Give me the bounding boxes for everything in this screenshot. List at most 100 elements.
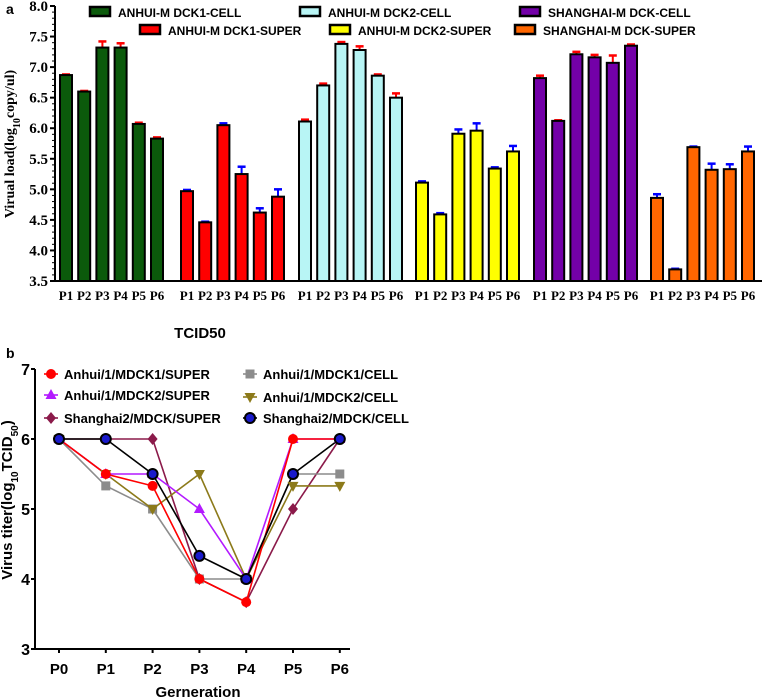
x-tick-label: P3 xyxy=(190,661,208,678)
y-tick-label: 4 xyxy=(21,572,30,589)
marker-square xyxy=(101,481,111,491)
marker-diamond xyxy=(147,433,158,445)
legend-label: Anhui/1/MDCK1/SUPER xyxy=(64,367,211,382)
x-tick-label: P1 xyxy=(97,661,115,678)
x-tick-label: P5 xyxy=(488,288,503,303)
bar xyxy=(95,46,110,282)
bar xyxy=(551,119,566,282)
marker-square xyxy=(335,469,345,479)
bar xyxy=(741,150,755,282)
legend-label: Anhui/1/MDCK1/CELL xyxy=(263,367,398,382)
bar xyxy=(587,56,602,283)
line-chart-title: TCID50 xyxy=(174,325,226,342)
marker-circle xyxy=(240,573,253,585)
y-label-part: copy/ul) xyxy=(3,69,18,118)
x-tick-label: P3 xyxy=(686,288,701,303)
y-tick-label: 3 xyxy=(21,642,30,659)
y-label-part: Virual load(log xyxy=(3,128,18,218)
legend-label: SHANGHAI-M DCK-CELL xyxy=(548,6,691,20)
bar xyxy=(113,46,128,282)
bar xyxy=(150,137,164,282)
x-tick-label: P6 xyxy=(624,288,639,303)
marker-triangle-down xyxy=(287,481,299,492)
legend-label: ANHUI-M DCK1-CELL xyxy=(118,6,241,20)
x-tick-label: P5 xyxy=(132,288,147,303)
x-tick-label: P5 xyxy=(253,288,268,303)
x-tick-label: P4 xyxy=(587,288,602,303)
y-tick-label: 5.0 xyxy=(29,182,48,198)
marker-circle xyxy=(193,549,206,562)
x-tick-label: P3 xyxy=(95,288,110,303)
x-tick-label: P4 xyxy=(234,288,249,303)
y-tick-label: 7.0 xyxy=(29,60,48,76)
marker-circle xyxy=(147,480,158,491)
marker-circle xyxy=(46,369,56,379)
bar xyxy=(180,190,194,283)
marker-circle xyxy=(288,434,298,444)
bar xyxy=(216,124,231,282)
x-tick-label: P5 xyxy=(723,288,738,303)
bar xyxy=(334,42,349,283)
legend-label: Shanghai2/MDCK/CELL xyxy=(263,411,409,426)
marker-diamond xyxy=(288,503,298,515)
x-tick-label: P3 xyxy=(334,288,349,303)
x-tick-label: P2 xyxy=(433,288,447,303)
marker-triangle-down xyxy=(334,481,346,492)
x-tick-label: P4 xyxy=(113,288,128,303)
legend-label: ANHUI-M DCK2-SUPER xyxy=(358,24,492,38)
y-tick-label: 4.0 xyxy=(29,243,48,259)
marker-square xyxy=(245,369,255,379)
panel-label-a: a xyxy=(6,1,14,17)
marker-circle xyxy=(53,433,65,445)
x-tick-label: P6 xyxy=(150,288,165,303)
marker-triangle-up xyxy=(45,389,57,399)
x-tick-label: P6 xyxy=(271,288,286,303)
marker-diamond xyxy=(46,412,56,424)
y-label-part: TCID xyxy=(0,436,16,471)
marker-circle xyxy=(194,574,205,584)
legend-label: SHANGHAI-M DCK-SUPER xyxy=(543,24,696,38)
legend-swatch xyxy=(88,5,112,18)
y-label-part: Virus titer(log xyxy=(0,483,16,580)
bar xyxy=(298,120,312,282)
marker-circle xyxy=(100,469,111,479)
y-label-subscript: 50 xyxy=(10,425,21,437)
y-axis-label: Virual load(log10copy/ul) xyxy=(3,69,23,218)
y-tick-label: 7 xyxy=(21,362,30,379)
x-tick-label: P6 xyxy=(741,288,756,303)
bar xyxy=(415,181,429,282)
marker-circle xyxy=(146,468,159,480)
bar xyxy=(234,173,249,282)
x-tick-label: P6 xyxy=(331,661,349,678)
legend-label: Anhui/1/MDCK2/CELL xyxy=(263,390,398,405)
x-tick-label: P1 xyxy=(59,288,73,303)
bar xyxy=(624,44,638,282)
x-tick-label: P1 xyxy=(533,288,547,303)
bar xyxy=(533,77,547,282)
x-tick-label: P5 xyxy=(606,288,621,303)
bar xyxy=(271,195,285,283)
legend-swatch xyxy=(518,5,542,18)
y-label-subscript: 10 xyxy=(12,118,23,128)
bar xyxy=(433,213,448,282)
marker-circle xyxy=(287,468,299,480)
y-label-subscript: 10 xyxy=(10,471,21,483)
bar xyxy=(316,84,331,282)
bar xyxy=(352,49,367,282)
x-tick-label: P4 xyxy=(469,288,484,303)
marker-circle xyxy=(241,597,252,608)
panel-label-b: b xyxy=(6,345,15,361)
bar xyxy=(389,96,403,282)
bar xyxy=(198,221,213,282)
y-tick-label: 6.5 xyxy=(29,91,48,107)
legend-swatch xyxy=(138,23,162,36)
x-tick-label: P6 xyxy=(389,288,404,303)
x-tick-label: P0 xyxy=(50,661,68,678)
marker-triangle-down xyxy=(193,470,205,480)
x-tick-label: P1 xyxy=(650,288,664,303)
marker-triangle-down xyxy=(147,505,159,515)
x-tick-label: P2 xyxy=(316,288,330,303)
bar xyxy=(59,74,73,282)
x-tick-label: P4 xyxy=(352,288,367,303)
